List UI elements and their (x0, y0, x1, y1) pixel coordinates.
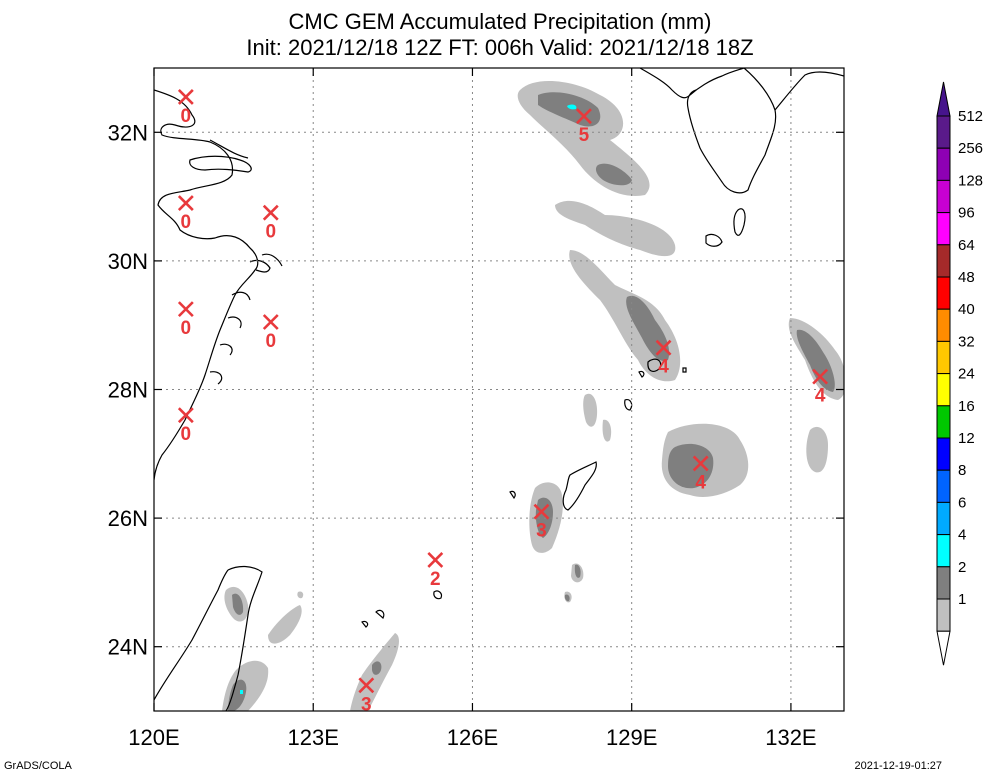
station: 0 (177, 301, 194, 339)
colorbar-label: 96 (958, 205, 975, 222)
station-x-marker (576, 108, 592, 125)
colorbar-swatch (936, 373, 951, 407)
station: 0 (177, 195, 194, 233)
lat-tick-label: 32N (108, 120, 148, 145)
station-value: 0 (181, 212, 192, 233)
latitude-axis: 24N 26N 28N 30N 32N (108, 120, 844, 660)
station-x-marker (427, 551, 444, 568)
precip-heavy-areas (240, 104, 577, 694)
lon-tick-label: 120E (128, 725, 179, 750)
station-value: 2 (430, 569, 441, 590)
station-value: 0 (265, 222, 276, 243)
colorbar-label: 8 (958, 462, 966, 479)
station-value: 3 (536, 521, 547, 542)
colorbar-label: 6 (958, 494, 966, 511)
colorbar-bottom-arrow (936, 630, 951, 666)
colorbar-swatch (936, 115, 951, 149)
station-x-marker (177, 407, 194, 424)
colorbar-label: 24 (958, 366, 975, 383)
station-value: 0 (181, 106, 192, 127)
colorbar-label: 32 (958, 333, 975, 350)
station: 4 (812, 368, 829, 407)
station-x-marker (177, 195, 194, 211)
colorbar-label: 128 (958, 172, 983, 189)
colorbar-swatch (936, 566, 951, 600)
station-value: 4 (658, 357, 669, 378)
colorbar-label: 16 (958, 398, 975, 415)
precip-moderate-areas (228, 92, 835, 711)
longitude-axis: 120E 123E 126E 129E 132E (128, 68, 817, 750)
precip-light-areas (222, 80, 844, 711)
station: 4 (655, 339, 672, 378)
colorbar-swatch (936, 469, 951, 503)
colorbar-label: 512 (958, 108, 983, 125)
station-x-marker (655, 339, 672, 356)
station-x-marker (262, 314, 279, 330)
station-value: 4 (695, 472, 706, 493)
station: 0 (262, 314, 279, 352)
colorbar-label: 64 (958, 237, 975, 254)
colorbar-swatch (936, 405, 951, 439)
colorbar-label: 256 (958, 140, 983, 157)
station-value: 3 (361, 694, 372, 715)
colorbar-swatch (936, 179, 951, 214)
map-subtitle: Init: 2021/12/18 12Z FT: 006h Valid: 202… (246, 35, 754, 60)
footer-credit: GrADS/COLA (4, 760, 72, 772)
colorbar-swatch (936, 340, 951, 375)
lon-tick-label: 123E (288, 725, 339, 750)
station-value: 5 (579, 125, 590, 146)
footer-timestamp: 2021-12-19-01:27 (854, 760, 942, 772)
lon-tick-label: 126E (447, 725, 498, 750)
colorbar-swatch (936, 212, 951, 246)
station-x-marker (177, 89, 194, 105)
station-x-marker (358, 677, 375, 694)
lon-tick-label: 129E (606, 725, 657, 750)
lat-tick-label: 26N (108, 506, 148, 531)
colorbar-label: 1 (958, 591, 966, 608)
station-value: 0 (181, 424, 192, 445)
colorbar-label: 4 (958, 527, 966, 544)
station: 2 (427, 551, 444, 590)
lat-tick-label: 30N (108, 249, 148, 274)
colorbar-label: 2 (958, 559, 966, 576)
colorbar-swatch (936, 534, 951, 568)
station-markers: 0 0 0 0 0 0 5 4 4 4 3 2 3 (177, 89, 829, 715)
station: 0 (262, 204, 279, 243)
station: 4 (692, 455, 709, 493)
station: 3 (358, 677, 375, 715)
station-x-marker (262, 204, 279, 221)
station: 5 (576, 108, 592, 146)
map-title: CMC GEM Accumulated Precipitation (mm) (288, 9, 712, 34)
colorbar-swatch (936, 147, 951, 181)
colorbar-label: 40 (958, 301, 975, 318)
colorbar-swatch (936, 276, 951, 310)
station-x-marker (812, 368, 829, 385)
lat-tick-label: 24N (108, 635, 148, 660)
colorbar-top-arrow (936, 81, 951, 117)
colorbar-swatch (936, 244, 951, 278)
colorbar-label: 12 (958, 430, 975, 447)
coastlines (154, 68, 844, 711)
station-value: 0 (181, 318, 192, 339)
colorbar-swatch (936, 437, 951, 471)
station-x-marker (692, 455, 709, 472)
colorbar-label: 48 (958, 269, 975, 286)
map-gridlines (154, 68, 844, 711)
station-x-marker (533, 503, 550, 520)
colorbar-swatch (936, 598, 951, 632)
station-x-marker (177, 301, 194, 318)
station: 0 (177, 407, 194, 445)
colorbar-swatch (936, 501, 951, 536)
lat-tick-label: 28N (108, 378, 148, 403)
station: 3 (533, 503, 550, 542)
station-value: 4 (815, 386, 826, 407)
station-value: 0 (265, 331, 276, 352)
station: 0 (177, 89, 194, 127)
lon-tick-label: 132E (765, 725, 816, 750)
colorbar-swatch (936, 308, 951, 342)
